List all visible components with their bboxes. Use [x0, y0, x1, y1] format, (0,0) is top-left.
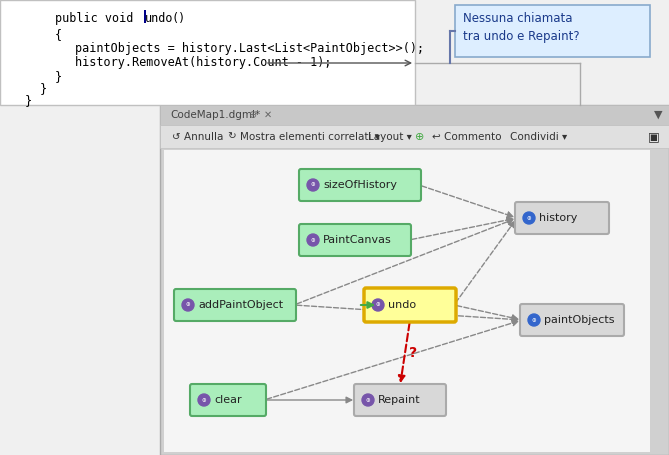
Text: ⊕: ⊕: [532, 318, 537, 323]
FancyBboxPatch shape: [515, 202, 609, 234]
Text: Nessuna chiamata
tra undo e Repaint?: Nessuna chiamata tra undo e Repaint?: [463, 12, 579, 43]
Text: ⊕: ⊕: [366, 398, 371, 403]
Text: undo: undo: [145, 12, 173, 25]
Text: ⊕: ⊕: [527, 216, 531, 221]
Text: ?: ?: [409, 346, 417, 360]
Circle shape: [528, 314, 540, 326]
FancyBboxPatch shape: [174, 289, 296, 321]
Circle shape: [307, 234, 319, 246]
FancyBboxPatch shape: [354, 384, 446, 416]
Text: Layout ▾: Layout ▾: [368, 131, 412, 142]
FancyBboxPatch shape: [164, 150, 650, 452]
Text: paintObjects = history.Last<List<PaintObject>>();: paintObjects = history.Last<List<PaintOb…: [75, 42, 424, 55]
Circle shape: [372, 299, 384, 311]
Text: ⊕: ⊕: [376, 303, 380, 308]
FancyBboxPatch shape: [144, 10, 146, 23]
Text: }: }: [40, 82, 47, 95]
Text: Condividi ▾: Condividi ▾: [510, 131, 567, 142]
Text: ↺ Annulla: ↺ Annulla: [172, 131, 223, 142]
FancyBboxPatch shape: [0, 0, 415, 105]
Circle shape: [523, 212, 535, 224]
Text: ⊕: ⊕: [248, 110, 256, 120]
FancyBboxPatch shape: [455, 5, 650, 57]
Text: ⊕: ⊕: [310, 182, 315, 187]
Text: paintObjects: paintObjects: [544, 315, 615, 325]
Text: ⊕: ⊕: [415, 131, 424, 142]
Text: ⊕: ⊕: [201, 398, 206, 403]
Text: history.RemoveAt(history.Count - 1);: history.RemoveAt(history.Count - 1);: [75, 56, 332, 69]
FancyBboxPatch shape: [160, 105, 669, 455]
Circle shape: [362, 394, 374, 406]
Text: ⊕: ⊕: [186, 303, 190, 308]
Text: sizeOfHistory: sizeOfHistory: [323, 180, 397, 190]
FancyBboxPatch shape: [520, 304, 624, 336]
Text: }: }: [25, 94, 32, 107]
Text: ⊕: ⊕: [310, 238, 315, 243]
Text: ↻: ↻: [227, 131, 235, 142]
Text: PaintCanvas: PaintCanvas: [323, 235, 392, 245]
Text: ✕: ✕: [264, 110, 272, 120]
Text: CodeMap1.dgml*: CodeMap1.dgml*: [170, 110, 260, 120]
Text: public void: public void: [55, 12, 140, 25]
Text: ▣: ▣: [648, 130, 660, 143]
FancyBboxPatch shape: [299, 169, 421, 201]
Text: ▼: ▼: [654, 110, 662, 120]
Text: (): (): [172, 12, 186, 25]
Text: }: }: [55, 70, 62, 83]
Circle shape: [182, 299, 194, 311]
Text: {: {: [55, 28, 62, 41]
Circle shape: [198, 394, 210, 406]
FancyBboxPatch shape: [160, 105, 669, 125]
FancyBboxPatch shape: [364, 288, 456, 322]
Text: Mostra elementi correlati ▾: Mostra elementi correlati ▾: [240, 131, 380, 142]
Text: clear: clear: [214, 395, 242, 405]
FancyBboxPatch shape: [190, 384, 266, 416]
Text: Repaint: Repaint: [378, 395, 421, 405]
Text: addPaintObject: addPaintObject: [198, 300, 283, 310]
Text: undo: undo: [388, 300, 416, 310]
Circle shape: [307, 179, 319, 191]
FancyBboxPatch shape: [299, 224, 411, 256]
Text: history: history: [539, 213, 577, 223]
Text: ↩ Commento: ↩ Commento: [432, 131, 502, 142]
FancyBboxPatch shape: [160, 125, 669, 148]
